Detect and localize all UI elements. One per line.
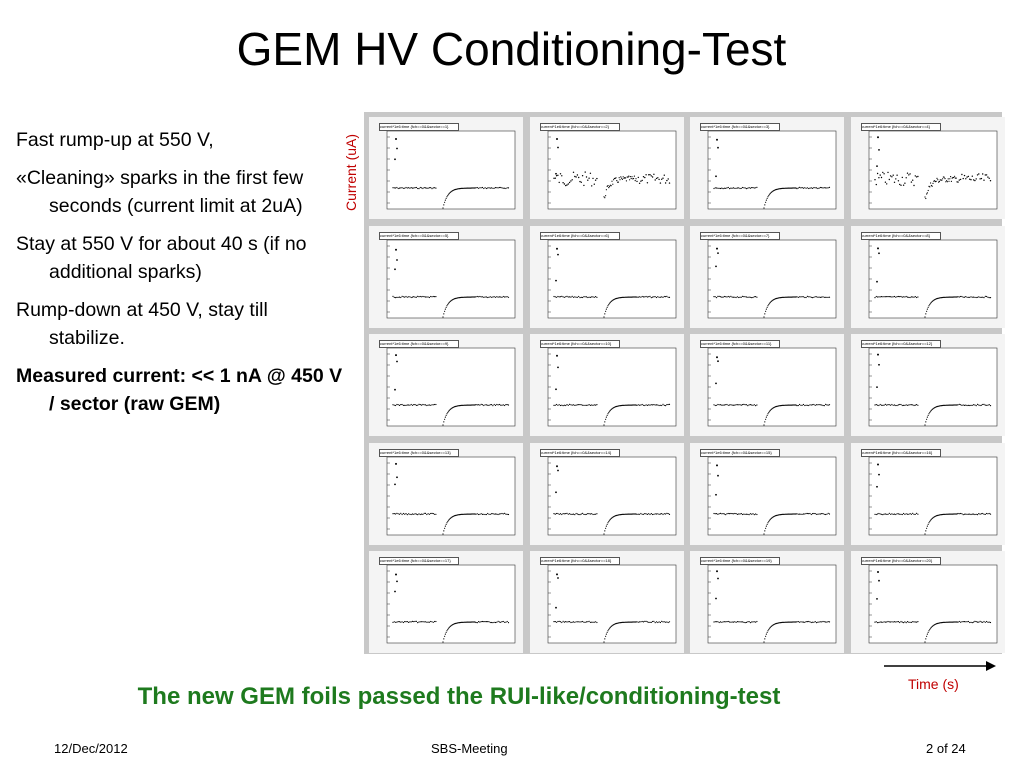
sector-plot-graph xyxy=(868,456,997,535)
sector-plot: current*1e6:time {fch==0&&sector==1} xyxy=(369,117,523,219)
sector-plot-graph xyxy=(386,456,516,535)
sector-plot: current*1e6:time {fch==0&&sector==3} xyxy=(690,117,844,219)
sector-plot-graph xyxy=(868,564,997,644)
sector-plot-graph xyxy=(707,239,837,318)
sector-plot-graph xyxy=(868,130,997,210)
sector-plot: current*1e6:time {fch==0&&sector==6} xyxy=(529,225,684,328)
sector-plot-title: current*1e6:time {fch==0&&sector==16} xyxy=(860,448,941,457)
sector-plot: current*1e6:time {fch==0&&sector==20} xyxy=(850,551,1005,653)
sector-plot-title: current*1e6:time {fch==0&&sector==11} xyxy=(700,340,780,348)
x-axis-label: Time (s) xyxy=(908,676,959,692)
sector-plot-title: current*1e6:time {fch==0&&sector==9} xyxy=(379,340,459,348)
sector-plot: current*1e6:time {fch==0&&sector==14} xyxy=(529,442,684,545)
sector-plot-graph xyxy=(547,130,676,210)
sector-plot-title: current*1e6:time {fch==0&&sector==3} xyxy=(700,123,780,131)
sector-plot-graph xyxy=(386,239,516,318)
sector-plot-graph xyxy=(868,347,997,427)
sector-plot: current*1e6:time {fch==0&&sector==19} xyxy=(690,551,844,653)
sector-plot-title: current*1e6:time {fch==0&&sector==15} xyxy=(700,448,780,457)
sector-plot: current*1e6:time {fch==0&&sector==7} xyxy=(690,225,844,328)
bullet-item: Rump-down at 450 V, stay till stabilize. xyxy=(16,299,268,349)
sector-plot-graph xyxy=(547,239,676,318)
slide-title: GEM HV Conditioning-Test xyxy=(236,23,787,75)
sector-plot: current*1e6:time {fch==0&&sector==11} xyxy=(690,334,844,436)
sector-plot: current*1e6:time {fch==0&&sector==4} xyxy=(850,117,1005,219)
sector-plot-title: current*1e6:time {fch==0&&sector==1} xyxy=(379,123,459,131)
sector-plot: current*1e6:time {fch==0&&sector==5} xyxy=(369,225,523,328)
sector-plot-title: current*1e6:time {fch==0&&sector==5} xyxy=(379,231,459,240)
sector-plot-graph xyxy=(868,239,997,318)
sector-plot-title: current*1e6:time {fch==0&&sector==17} xyxy=(379,557,459,565)
sector-plot-title: current*1e6:time {fch==0&&sector==14} xyxy=(539,448,620,457)
y-axis-label: Current (uA) xyxy=(343,133,359,211)
bullet-item: «Cleaning» sparks in the first few secon… xyxy=(16,167,304,217)
sector-plot-graph xyxy=(386,130,516,210)
sector-plot: current*1e6:time {fch==0&&sector==13} xyxy=(369,442,523,545)
sector-plot: current*1e6:time {fch==0&&sector==17} xyxy=(369,551,523,653)
sector-plot: current*1e6:time {fch==0&&sector==15} xyxy=(690,442,844,545)
time-arrow-icon xyxy=(884,661,996,671)
sector-plot: current*1e6:time {fch==0&&sector==10} xyxy=(529,334,684,436)
bullet-item-measured-current: Measured current: << 1 nA @ 450 V / sect… xyxy=(16,365,343,415)
sector-plot-title: current*1e6:time {fch==0&&sector==19} xyxy=(700,557,780,565)
sector-plot: current*1e6:time {fch==0&&sector==2} xyxy=(529,117,684,219)
sector-plot-title: current*1e6:time {fch==0&&sector==20} xyxy=(860,557,941,565)
conclusion-text: The new GEM foils passed the RUI-like/co… xyxy=(137,683,781,710)
sector-plot-graph xyxy=(707,130,837,210)
bullet-item: Stay at 550 V for about 40 s (if no addi… xyxy=(16,233,307,283)
sector-plot-title: current*1e6:time {fch==0&&sector==18} xyxy=(539,557,620,565)
bullet-list: Fast rump-up at 550 V, «Cleaning» sparks… xyxy=(16,126,346,428)
sector-plot: current*1e6:time {fch==0&&sector==8} xyxy=(850,225,1005,328)
sector-plot-graph xyxy=(707,456,837,535)
sector-plot: current*1e6:time {fch==0&&sector==18} xyxy=(529,551,684,653)
sector-plot-title: current*1e6:time {fch==0&&sector==13} xyxy=(379,448,459,457)
sector-plot-graph xyxy=(386,564,516,644)
sector-plot-graph xyxy=(386,347,516,427)
sector-plot-title: current*1e6:time {fch==0&&sector==8} xyxy=(860,231,941,240)
sector-plot: current*1e6:time {fch==0&&sector==12} xyxy=(850,334,1005,436)
bullet-item: Fast rump-up at 550 V, xyxy=(16,129,214,151)
plot-grid: current*1e6:time {fch==0&&sector==1} curr… xyxy=(364,112,1005,654)
sector-plot: current*1e6:time {fch==0&&sector==16} xyxy=(850,442,1005,545)
sector-plot-graph xyxy=(707,564,837,644)
sector-plot-title: current*1e6:time {fch==0&&sector==2} xyxy=(539,123,620,131)
footer-page-number: 2 of 24 xyxy=(926,741,966,756)
footer-date: 12/Dec/2012 xyxy=(54,741,128,756)
sector-plot-title: current*1e6:time {fch==0&&sector==12} xyxy=(860,340,941,348)
sector-plot-graph xyxy=(547,564,676,644)
sector-plot-title: current*1e6:time {fch==0&&sector==10} xyxy=(539,340,620,348)
sector-plot-title: current*1e6:time {fch==0&&sector==7} xyxy=(700,231,780,240)
sector-plot-graph xyxy=(707,347,837,427)
sector-plot-graph xyxy=(547,456,676,535)
sector-plot: current*1e6:time {fch==0&&sector==9} xyxy=(369,334,523,436)
sector-plot-graph xyxy=(547,347,676,427)
sector-plot-title: current*1e6:time {fch==0&&sector==6} xyxy=(539,231,620,240)
sector-plot-title: current*1e6:time {fch==0&&sector==4} xyxy=(860,123,941,131)
footer-meeting: SBS-Meeting xyxy=(431,741,508,756)
